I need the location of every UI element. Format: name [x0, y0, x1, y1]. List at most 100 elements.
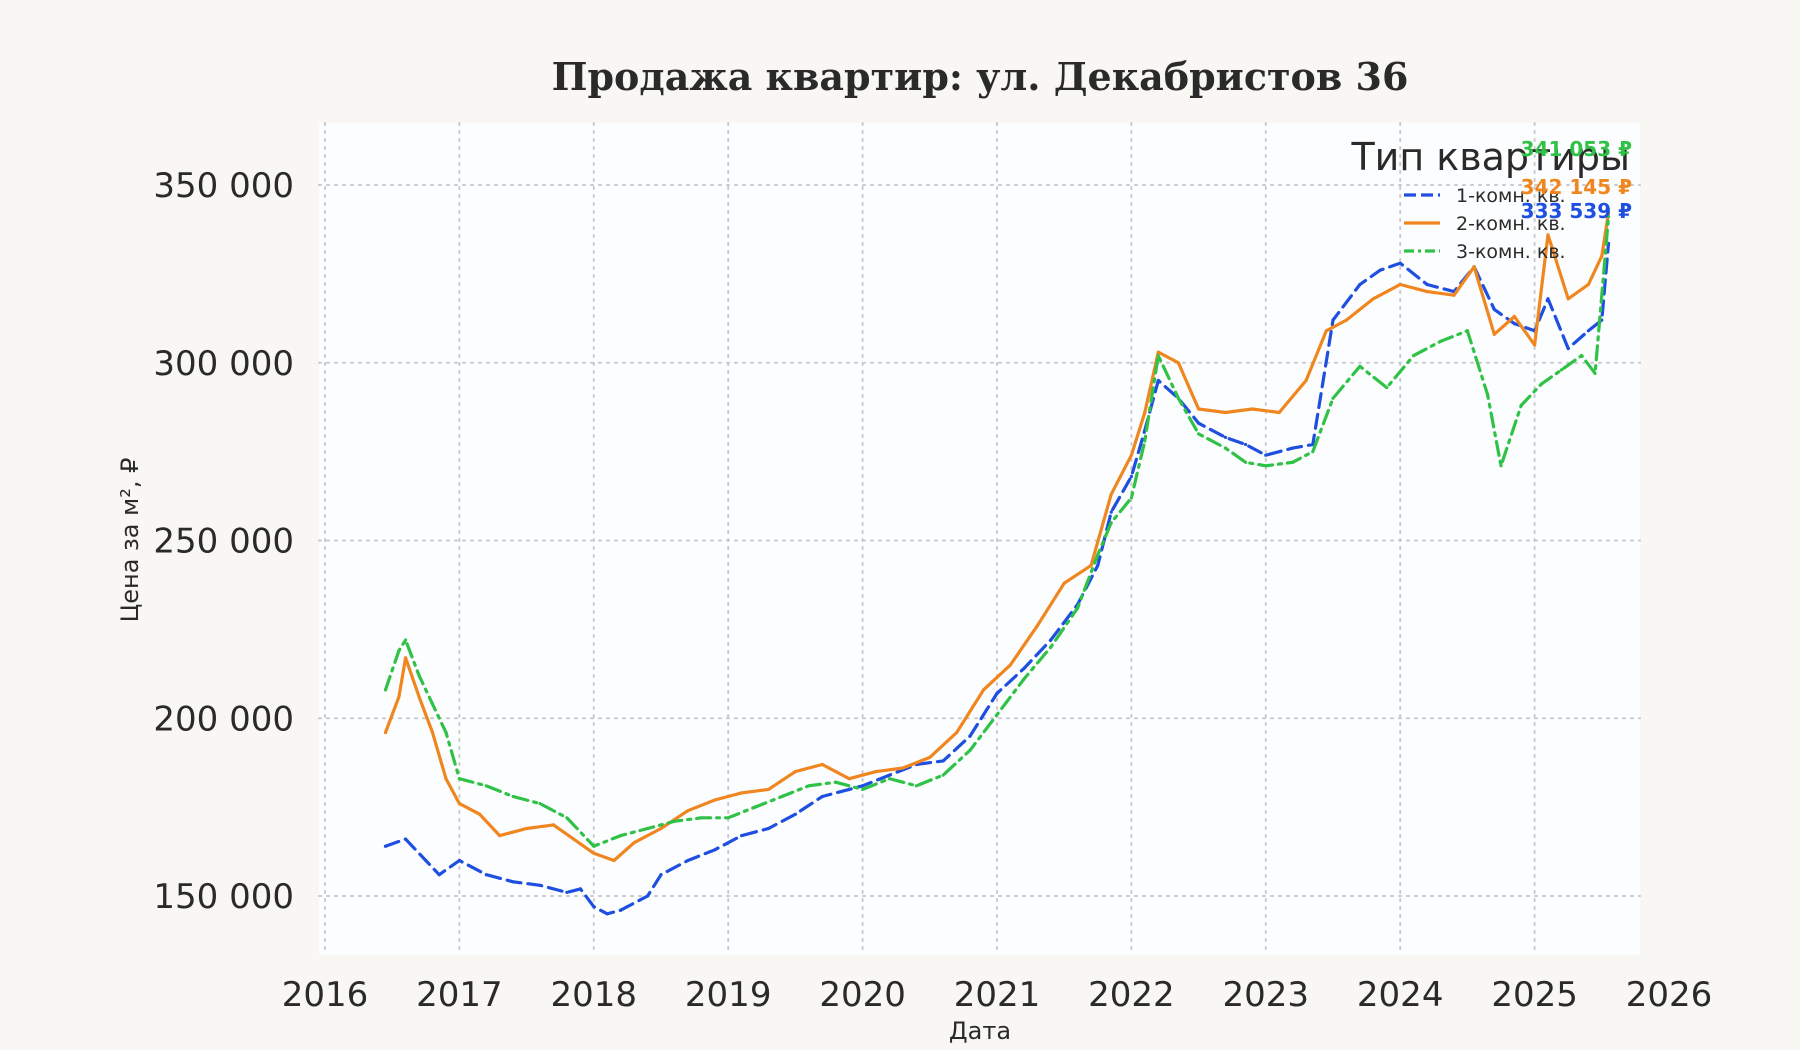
data-point: [807, 784, 811, 788]
y-tick-label: 300 000: [153, 344, 294, 384]
data-point: [498, 834, 502, 838]
data-point: [404, 638, 408, 642]
legend-label: 3-комн. кв.: [1456, 241, 1566, 263]
data-point: [928, 755, 932, 760]
data-point: [1176, 396, 1180, 400]
data-point: [592, 844, 596, 848]
data-point: [1358, 364, 1362, 368]
legend-label: 2-комн. кв.: [1456, 213, 1566, 235]
data-point: [437, 873, 441, 877]
data-point: [1566, 346, 1570, 351]
data-point: [1311, 450, 1315, 454]
data-point: [538, 883, 542, 887]
data-point: [457, 802, 461, 806]
data-point: [1465, 329, 1469, 333]
data-point: [383, 688, 388, 692]
data-point: [1358, 282, 1362, 287]
data-point: [1089, 563, 1093, 568]
data-point: [1398, 282, 1402, 287]
data-point: [646, 826, 650, 831]
data-point: [686, 858, 690, 863]
data-point: [525, 826, 529, 831]
data-point: [1546, 233, 1550, 237]
data-point: [444, 730, 448, 735]
data-point: [686, 809, 690, 813]
x-axis-title: Дата: [949, 1017, 1011, 1045]
data-point: [1324, 329, 1328, 333]
data-point: [1049, 645, 1053, 649]
data-point: [444, 777, 448, 781]
data-point: [753, 805, 757, 809]
data-point: [847, 787, 851, 792]
plot-area: [319, 123, 1640, 955]
data-point: [1244, 442, 1248, 447]
data-point: [1499, 464, 1503, 468]
data-point: [766, 787, 771, 792]
series-layer: [383, 211, 1611, 916]
data-point: [511, 880, 515, 884]
data-point: [1109, 521, 1113, 525]
data-point: [1566, 297, 1570, 301]
data-point: [1533, 343, 1537, 347]
data-point: [1197, 421, 1201, 425]
data-point: [1223, 410, 1228, 415]
chart-title: Продажа квартир: ул. Декабристов 36: [552, 54, 1409, 99]
data-point: [847, 777, 851, 781]
data-point: [592, 905, 596, 909]
data-point: [430, 730, 435, 735]
data-point: [820, 762, 824, 767]
data-point: [1223, 435, 1228, 439]
data-point: [941, 773, 945, 777]
data-point: [1223, 446, 1228, 450]
x-tick-label: 2025: [1491, 975, 1578, 1015]
series-end-label: 341 053 ₽: [1521, 137, 1632, 161]
data-point: [713, 848, 717, 852]
data-point: [780, 794, 784, 799]
data-point: [1156, 350, 1160, 354]
data-point: [726, 816, 730, 820]
data-point: [659, 826, 663, 831]
data-point: [1559, 368, 1564, 372]
data-point: [1331, 396, 1335, 400]
data-point: [887, 773, 892, 777]
data-point: [1109, 510, 1113, 514]
series-end-label: 342 145 ₽: [1521, 175, 1632, 199]
data-point: [1331, 318, 1335, 322]
data-point: [457, 858, 461, 863]
data-point: [1593, 371, 1597, 375]
data-point: [619, 834, 623, 838]
data-point: [1586, 282, 1590, 287]
data-point: [1264, 464, 1268, 468]
data-point: [955, 730, 959, 735]
data-point: [901, 766, 905, 770]
data-point: [1277, 410, 1281, 415]
data-point: [740, 791, 744, 795]
data-point: [383, 730, 388, 735]
data-point: [968, 748, 972, 752]
data-point: [1371, 297, 1375, 301]
data-point: [1096, 553, 1100, 557]
data-point: [1344, 318, 1348, 322]
data-point: [424, 858, 428, 863]
data-point: [1156, 378, 1160, 383]
legend-title: Тип квартиры: [1350, 135, 1630, 179]
data-point: [572, 837, 576, 841]
tick-layer: 2016 2017 2018 2019 2020 2021 2022 2023 2024 2025…: [153, 166, 1712, 1015]
data-point: [914, 784, 919, 788]
data-point: [578, 887, 583, 891]
data-point: [1022, 666, 1026, 671]
data-point: [1492, 307, 1496, 311]
data-point: [1129, 474, 1133, 479]
data-point: [793, 770, 798, 774]
x-tick-label: 2026: [1626, 975, 1713, 1015]
data-point: [1546, 297, 1550, 301]
data-point: [968, 734, 972, 738]
data-point: [612, 858, 616, 863]
data-point: [1425, 290, 1429, 294]
data-point: [404, 656, 408, 660]
data-point: [874, 770, 878, 774]
data-point: [1197, 407, 1201, 411]
y-axis-title: Цена за м², ₽: [116, 458, 144, 623]
data-point: [1008, 663, 1013, 667]
data-point: [484, 784, 488, 788]
